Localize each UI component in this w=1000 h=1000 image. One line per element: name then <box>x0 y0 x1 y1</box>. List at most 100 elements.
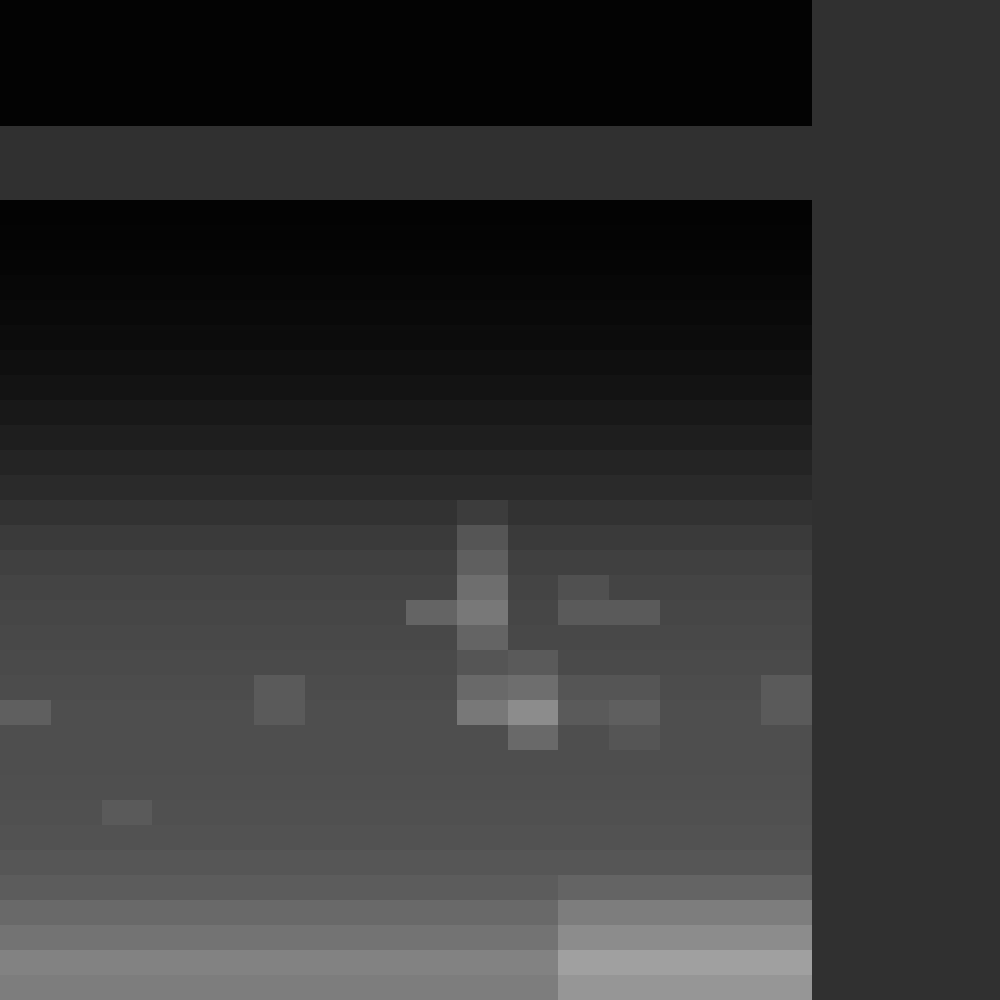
heatmap-cell <box>51 325 102 351</box>
heatmap-cell <box>457 900 508 926</box>
heatmap-cell <box>761 75 812 101</box>
heatmap-cell <box>457 325 508 351</box>
heatmap-cell <box>254 425 305 451</box>
heatmap-cell <box>0 725 51 751</box>
heatmap-cell <box>102 625 153 651</box>
heatmap-cell <box>355 75 406 101</box>
heatmap-cell <box>355 800 406 826</box>
heatmap-cell <box>51 300 102 326</box>
heatmap-cell <box>203 700 254 726</box>
heatmap-cell <box>152 425 203 451</box>
heatmap-cell <box>0 300 51 326</box>
heatmap-cell <box>305 850 356 876</box>
heatmap-cell <box>508 225 559 251</box>
heatmap-cell <box>660 700 711 726</box>
heatmap-cell <box>102 700 153 726</box>
heatmap-cell <box>660 250 711 276</box>
heatmap-cell <box>660 725 711 751</box>
heatmap-cell <box>152 375 203 401</box>
heatmap-cell <box>508 925 559 951</box>
heatmap-cell <box>660 950 711 976</box>
heatmap-cell <box>203 275 254 301</box>
heatmap-cell <box>51 675 102 701</box>
heatmap-cell <box>558 225 609 251</box>
heatmap-cell <box>761 325 812 351</box>
heatmap-cell <box>711 500 762 526</box>
heatmap-cell <box>51 375 102 401</box>
heatmap-cell <box>660 800 711 826</box>
heatmap-cell <box>355 600 406 626</box>
heatmap-cell <box>711 550 762 576</box>
heatmap-cell <box>355 625 406 651</box>
heatmap-cell <box>660 925 711 951</box>
heatmap-cell <box>0 75 51 101</box>
heatmap-cell <box>152 850 203 876</box>
heatmap-cell <box>558 300 609 326</box>
heatmap-cell <box>102 550 153 576</box>
heatmap-cell <box>305 500 356 526</box>
heatmap-cell <box>51 750 102 776</box>
heatmap-cell <box>203 675 254 701</box>
heatmap-cell <box>254 550 305 576</box>
heatmap-cell <box>305 675 356 701</box>
heatmap-cell <box>254 0 305 26</box>
heatmap-cell <box>457 550 508 576</box>
heatmap-cell <box>660 550 711 576</box>
heatmap-cell <box>609 0 660 26</box>
heatmap-cell <box>254 75 305 101</box>
heatmap-cell <box>406 300 457 326</box>
heatmap-cell <box>406 850 457 876</box>
heatmap-cell <box>152 300 203 326</box>
heatmap-cell <box>406 425 457 451</box>
heatmap-cell <box>508 900 559 926</box>
heatmap-cell <box>558 525 609 551</box>
heatmap-cell <box>660 600 711 626</box>
heatmap-cell <box>609 825 660 851</box>
heatmap-cell <box>558 350 609 376</box>
heatmap-cell <box>558 925 609 951</box>
heatmap-cell <box>761 750 812 776</box>
heatmap-cell <box>508 725 559 751</box>
heatmap-cell <box>355 325 406 351</box>
heatmap-cell <box>457 500 508 526</box>
heatmap-cell <box>355 650 406 676</box>
heatmap-cell <box>609 750 660 776</box>
heatmap-cell <box>305 775 356 801</box>
heatmap-cell <box>711 50 762 76</box>
heatmap-cell <box>203 600 254 626</box>
heatmap-cell <box>711 875 762 901</box>
heatmap-cell <box>558 275 609 301</box>
heatmap-cell <box>457 300 508 326</box>
heatmap-cell <box>609 300 660 326</box>
heatmap-cell <box>508 525 559 551</box>
heatmap-cell <box>508 750 559 776</box>
heatmap-cell <box>761 600 812 626</box>
heatmap-cell <box>609 575 660 601</box>
heatmap-cell <box>305 750 356 776</box>
heatmap-cell <box>102 500 153 526</box>
heatmap-cell <box>51 25 102 51</box>
heatmap-cell <box>761 450 812 476</box>
heatmap-cell <box>102 0 153 26</box>
heatmap-cell <box>711 400 762 426</box>
heatmap-cell <box>102 425 153 451</box>
heatmap-cell <box>406 350 457 376</box>
heatmap-cell <box>508 800 559 826</box>
heatmap-cell <box>457 600 508 626</box>
heatmap-cell <box>711 775 762 801</box>
heatmap-cell <box>254 725 305 751</box>
heatmap-cell <box>152 650 203 676</box>
heatmap-cell <box>406 650 457 676</box>
heatmap-cell <box>152 25 203 51</box>
heatmap-cell <box>457 0 508 26</box>
heatmap-cell <box>355 275 406 301</box>
heatmap-cell <box>558 0 609 26</box>
heatmap-cell <box>0 500 51 526</box>
heatmap-cell <box>457 825 508 851</box>
heatmap-cell <box>406 525 457 551</box>
heatmap-cell <box>761 950 812 976</box>
heatmap-cell <box>203 750 254 776</box>
heatmap-cell <box>457 100 508 126</box>
heatmap-cell <box>203 50 254 76</box>
heatmap-cell <box>457 450 508 476</box>
